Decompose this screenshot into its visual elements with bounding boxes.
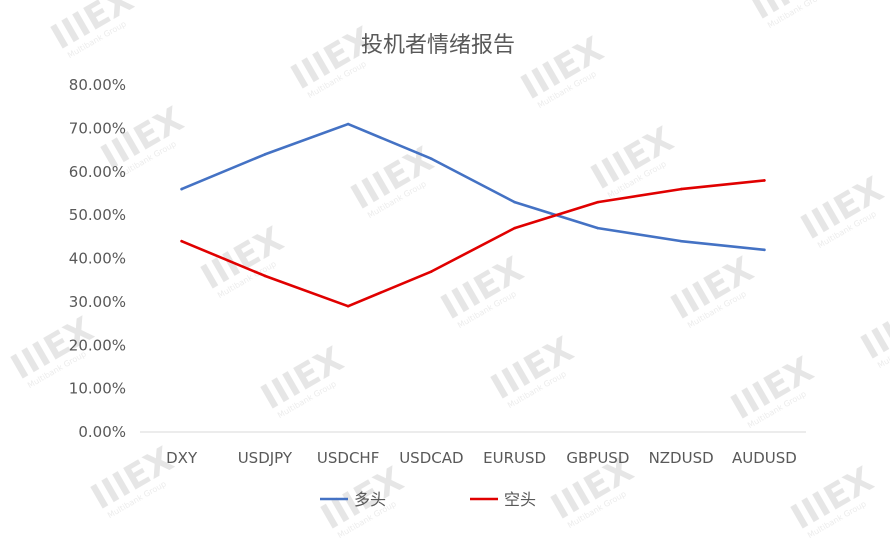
data-point xyxy=(430,157,433,161)
x-tick-label: NZDUSD xyxy=(649,449,714,467)
data-point xyxy=(346,122,350,126)
data-point xyxy=(430,270,433,273)
data-point xyxy=(513,226,516,230)
y-tick-label: 40.00% xyxy=(69,250,126,268)
data-point xyxy=(679,187,683,191)
series-line xyxy=(180,179,766,308)
x-axis: DXY USDJPY USDCHF USDCAD EURUSD GBPUSD NZDUSD A… xyxy=(166,449,797,467)
legend: 多头 空头 xyxy=(320,490,536,509)
x-tick-label: EURUSD xyxy=(483,449,546,467)
x-tick-label: USDJPY xyxy=(238,449,293,467)
series-line xyxy=(180,122,766,252)
y-tick-label: 0.00% xyxy=(78,423,126,441)
data-point xyxy=(180,187,183,191)
data-point xyxy=(763,179,766,182)
data-point xyxy=(763,248,766,252)
y-tick-label: 10.00% xyxy=(69,380,126,398)
x-tick-label: USDCHF xyxy=(317,449,379,467)
y-tick-label: 70.00% xyxy=(69,119,126,137)
x-tick-label: USDCAD xyxy=(399,449,463,467)
data-point xyxy=(513,200,516,204)
data-point xyxy=(180,239,183,243)
y-tick-label: 60.00% xyxy=(69,163,126,181)
y-tick-label: 20.00% xyxy=(69,336,126,354)
x-tick-label: AUDUSD xyxy=(732,449,797,467)
chart-title: 投机者情绪报告 xyxy=(361,33,515,58)
y-axis: 0.00% 10.00% 20.00% 30.00% 40.00% 50.00% 60.00… xyxy=(69,76,126,441)
data-point xyxy=(346,304,350,308)
x-tick-label: GBPUSD xyxy=(566,449,629,467)
watermark-text: IIIEX xyxy=(855,289,890,367)
x-tick-label: DXY xyxy=(166,449,198,467)
y-tick-label: 30.00% xyxy=(69,293,126,311)
data-point xyxy=(263,274,267,278)
data-point xyxy=(679,239,683,243)
y-tick-label: 80.00% xyxy=(69,76,126,94)
legend-label: 多头 xyxy=(354,490,386,509)
series-layer xyxy=(180,122,766,308)
watermark-text: IIIEX xyxy=(45,0,141,58)
legend-label: 空头 xyxy=(504,490,536,509)
data-point xyxy=(596,226,600,230)
data-point xyxy=(263,153,267,156)
y-tick-label: 50.00% xyxy=(69,206,126,224)
data-point xyxy=(596,200,600,204)
